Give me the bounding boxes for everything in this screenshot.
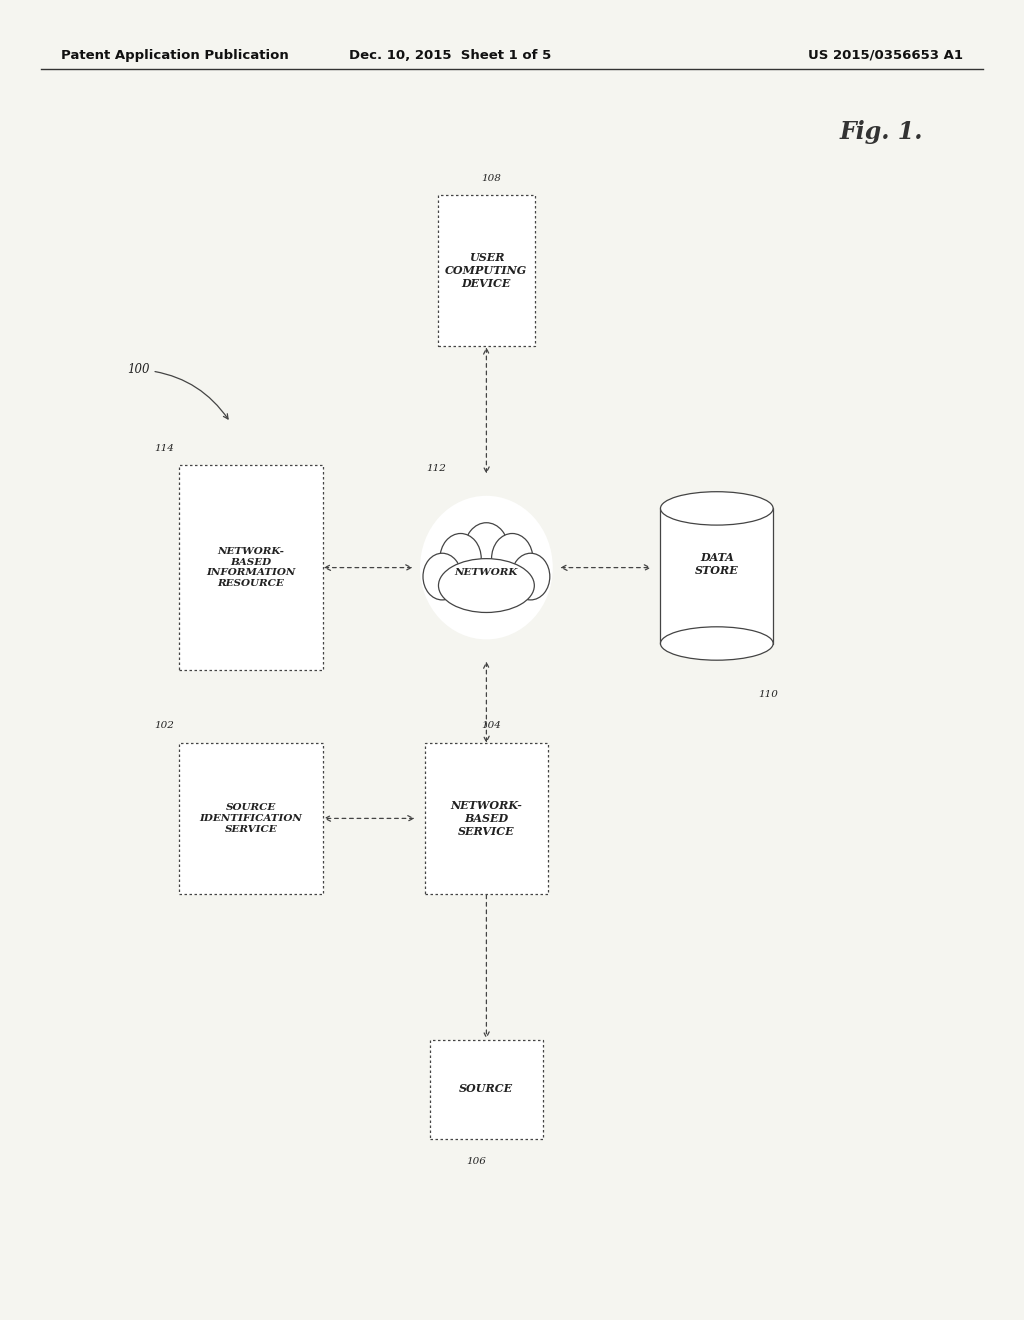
Ellipse shape: [660, 627, 773, 660]
Text: 106: 106: [466, 1158, 486, 1166]
Ellipse shape: [660, 492, 773, 525]
Text: SOURCE
IDENTIFICATION
SERVICE: SOURCE IDENTIFICATION SERVICE: [200, 803, 302, 834]
Ellipse shape: [438, 558, 535, 612]
Text: Fig. 1.: Fig. 1.: [840, 120, 924, 144]
Ellipse shape: [511, 553, 550, 599]
Text: 112: 112: [426, 465, 445, 474]
Ellipse shape: [662, 494, 772, 523]
Ellipse shape: [420, 496, 553, 639]
Text: NETWORK-
BASED
SERVICE: NETWORK- BASED SERVICE: [451, 800, 522, 837]
Ellipse shape: [464, 523, 509, 577]
Text: 100: 100: [127, 363, 228, 418]
Text: USER
COMPUTING
DEVICE: USER COMPUTING DEVICE: [445, 252, 527, 289]
Ellipse shape: [423, 553, 462, 599]
Text: 108: 108: [481, 174, 502, 182]
Text: Dec. 10, 2015  Sheet 1 of 5: Dec. 10, 2015 Sheet 1 of 5: [349, 49, 552, 62]
Text: 114: 114: [154, 445, 174, 453]
Text: NETWORK-
BASED
INFORMATION
RESOURCE: NETWORK- BASED INFORMATION RESOURCE: [206, 546, 296, 589]
Text: DATA
STORE: DATA STORE: [695, 552, 738, 577]
Text: NETWORK: NETWORK: [455, 568, 518, 577]
Bar: [425, 742, 548, 895]
Bar: [660, 508, 773, 644]
Bar: [179, 466, 323, 671]
Text: 104: 104: [481, 722, 502, 730]
Bar: [430, 1040, 543, 1138]
Bar: [179, 742, 323, 895]
Ellipse shape: [492, 533, 532, 583]
Text: Patent Application Publication: Patent Application Publication: [61, 49, 289, 62]
Bar: [438, 194, 535, 346]
Text: 110: 110: [758, 689, 778, 698]
Text: 102: 102: [154, 722, 174, 730]
Text: US 2015/0356653 A1: US 2015/0356653 A1: [808, 49, 963, 62]
Ellipse shape: [440, 533, 481, 583]
Text: SOURCE: SOURCE: [460, 1084, 513, 1094]
